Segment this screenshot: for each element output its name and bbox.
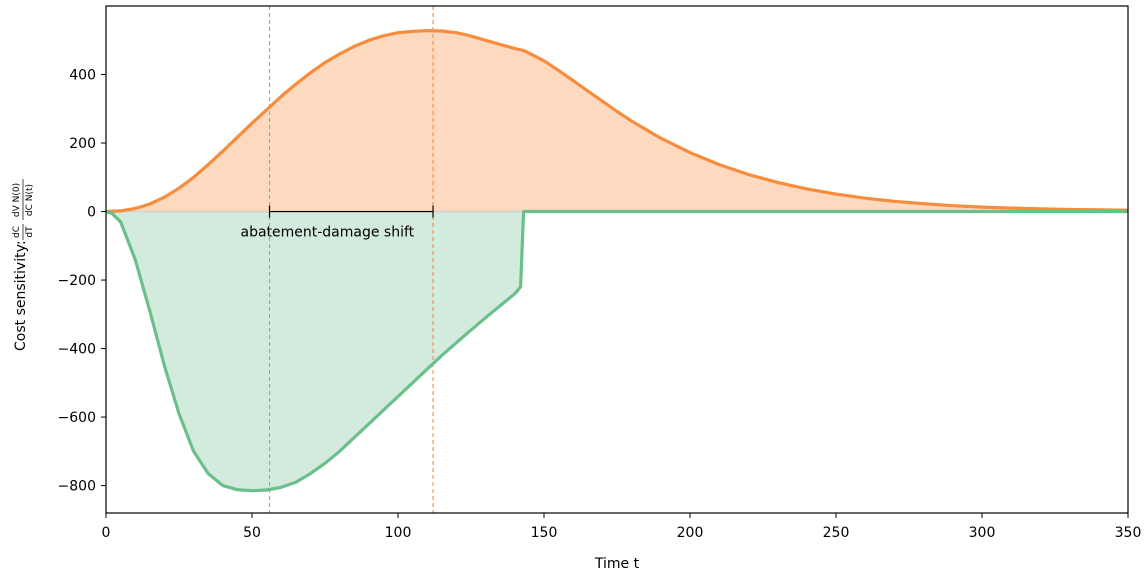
- x-tick-label: 50: [243, 525, 261, 541]
- x-tick-label: 0: [102, 525, 111, 541]
- y-tick-label: −600: [58, 410, 96, 426]
- series-1-line: [105, 29, 1129, 214]
- y-tick-label: −200: [58, 273, 96, 289]
- shift-annotation-label: abatement-damage shift: [240, 225, 414, 241]
- x-tick-label: 250: [823, 525, 850, 541]
- y-tick-label: 400: [69, 68, 96, 84]
- x-axis-ticks: 0 50 100 150 200 250 300 350: [102, 513, 1142, 541]
- x-tick-label: 100: [385, 525, 412, 541]
- series-fills: [106, 30, 1128, 491]
- y-axis-label-frac1-den: dT: [25, 226, 35, 238]
- y-axis-label: Cost sensitivity: dC dT dV N(0) dC N(t): [12, 179, 35, 351]
- y-tick-label: 200: [69, 136, 96, 152]
- series-2-area: [106, 211, 1128, 491]
- series-lines: [105, 29, 1129, 493]
- x-tick-label: 350: [1115, 525, 1142, 541]
- vertical-guides: [268, 6, 434, 513]
- shift-annotation: abatement-damage shift: [240, 205, 434, 241]
- x-tick-label: 200: [677, 525, 704, 541]
- y-axis-label-frac2-den: dC N(t): [25, 184, 35, 216]
- x-tick-label: 150: [531, 525, 558, 541]
- x-tick-label: 300: [969, 525, 996, 541]
- y-tick-label: −400: [58, 342, 96, 358]
- y-axis-label-text: Cost sensitivity:: [13, 240, 29, 351]
- series-1-area: [106, 30, 1128, 212]
- series-2-line: [105, 209, 1128, 493]
- y-axis-ticks: −800 −600 −400 −200 0 200 400: [58, 68, 106, 495]
- plot-frame: [105, 5, 1129, 514]
- y-tick-label: −800: [58, 479, 96, 495]
- y-tick-label: 0: [87, 205, 96, 221]
- y-axis-label-frac2-num: dV N(0): [12, 183, 22, 217]
- x-axis-label: Time t: [594, 556, 640, 572]
- y-axis-label-frac1-num: dC: [12, 226, 22, 238]
